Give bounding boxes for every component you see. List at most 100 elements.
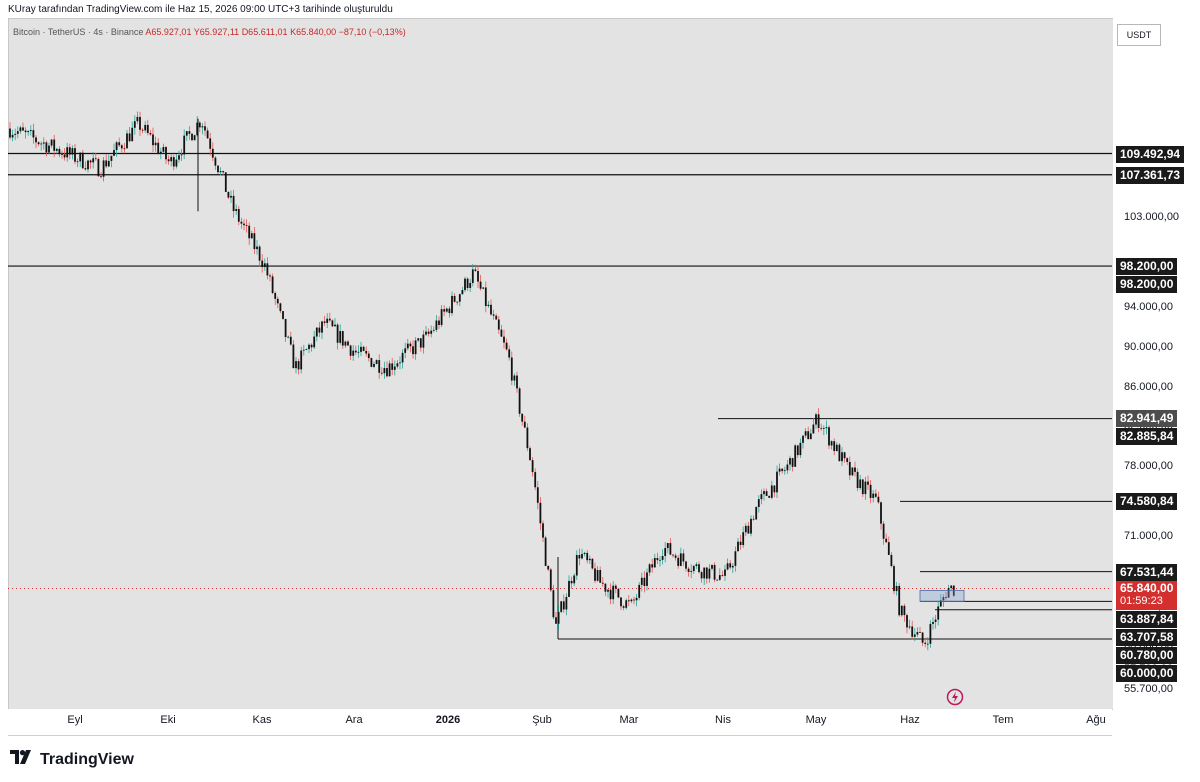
- time-tick-label: Şub: [532, 714, 552, 726]
- candle-body: [750, 518, 752, 534]
- candle-body: [659, 559, 661, 561]
- candle-body: [19, 127, 22, 132]
- time-axis[interactable]: [8, 709, 1112, 736]
- candle-body: [497, 319, 500, 330]
- candle-body: [495, 315, 498, 320]
- candle-body: [578, 554, 581, 559]
- candle-body: [945, 597, 947, 598]
- candle-body: [263, 263, 266, 268]
- candle-body: [326, 318, 329, 323]
- candle-body: [791, 458, 794, 467]
- candle-body: [71, 148, 74, 155]
- price-axis-tag: 82.941,49: [1116, 410, 1178, 428]
- candle-body: [193, 135, 196, 141]
- currency-button[interactable]: USDT: [1117, 24, 1161, 46]
- candle-body: [731, 565, 734, 568]
- candle-body: [633, 599, 635, 601]
- candle-body: [292, 344, 295, 369]
- candle-body: [58, 148, 61, 155]
- candle-body: [53, 139, 56, 151]
- candle-body: [867, 481, 869, 485]
- price-axis-tag: 98.200,00: [1116, 258, 1178, 276]
- candle-body: [924, 642, 927, 644]
- price-tick-label: 86.000,00: [1124, 380, 1173, 393]
- candle-body: [243, 223, 245, 226]
- candle-body: [542, 523, 544, 538]
- candle-body: [646, 572, 648, 586]
- candle-body: [373, 363, 375, 367]
- candle-body: [240, 221, 243, 224]
- candle-body: [417, 338, 420, 341]
- candle-body: [432, 329, 435, 331]
- last-price-value: 65.840,00: [1120, 580, 1174, 595]
- candle-body: [224, 172, 227, 192]
- candle-body: [687, 568, 690, 572]
- candle-body: [375, 360, 378, 364]
- candle-body: [79, 152, 82, 162]
- candle-body: [399, 362, 401, 364]
- candle-body: [14, 133, 17, 135]
- candle-body: [698, 564, 700, 573]
- candle-body: [55, 148, 58, 151]
- candle-body: [61, 154, 63, 155]
- candle-body: [817, 414, 820, 428]
- candle-body: [692, 565, 695, 572]
- candle-body: [396, 363, 399, 367]
- candle-body: [331, 320, 334, 327]
- candle-body: [170, 157, 173, 162]
- candle-body: [705, 567, 708, 579]
- candle-body: [586, 552, 589, 561]
- candle-body: [560, 601, 563, 612]
- candle-body: [830, 441, 833, 446]
- candle-body: [323, 321, 326, 323]
- candle-body: [552, 590, 555, 618]
- candle-body: [677, 557, 680, 566]
- time-tick-label: Eyl: [67, 714, 83, 726]
- candle-body: [391, 363, 394, 370]
- candle-body: [679, 553, 682, 566]
- candle-body: [900, 605, 903, 616]
- candle-body: [802, 435, 804, 443]
- lightning-icon[interactable]: [946, 688, 964, 711]
- time-tick-label: Eki: [160, 714, 176, 726]
- candle-body: [477, 271, 479, 282]
- candle-body: [123, 148, 126, 150]
- candle-body: [282, 311, 284, 319]
- candle-body: [669, 543, 672, 555]
- candle-body: [287, 336, 290, 338]
- candle-body: [360, 346, 362, 352]
- price-tick-label: 71.000,00: [1124, 530, 1173, 543]
- brand-footer[interactable]: TradingView: [10, 750, 134, 769]
- candle-body: [890, 554, 893, 567]
- candle-body: [183, 135, 186, 155]
- candle-body: [700, 572, 703, 579]
- price-axis-tag: 107.361,73: [1116, 166, 1185, 184]
- candle-body: [588, 558, 591, 561]
- candle-body: [32, 130, 35, 138]
- candle-body: [471, 269, 474, 283]
- candle-body: [141, 129, 144, 131]
- time-tick-label: May: [805, 714, 827, 726]
- price-axis-tag: 63.707,58: [1116, 629, 1178, 647]
- candle-body: [344, 341, 347, 346]
- candle-body: [222, 171, 225, 173]
- candle-body: [947, 588, 950, 598]
- candle-body: [783, 470, 786, 472]
- candle-body: [846, 458, 849, 462]
- candle-body: [458, 294, 461, 302]
- candle-body: [445, 308, 448, 312]
- candle-body: [820, 427, 823, 429]
- candle-body: [682, 553, 685, 562]
- candle-body: [383, 368, 386, 374]
- candle-body: [521, 413, 524, 422]
- time-tick-label: Ara: [345, 714, 363, 726]
- candle-body: [747, 525, 750, 534]
- candle-body: [250, 233, 253, 239]
- candle-body: [555, 617, 557, 624]
- candle-body: [581, 553, 583, 559]
- candle-body: [726, 563, 729, 570]
- symbol-legend: Bitcoin · TetherUS · 4s · Binance A65.92…: [13, 27, 406, 37]
- candle-body: [776, 471, 778, 493]
- candle-body: [388, 363, 391, 377]
